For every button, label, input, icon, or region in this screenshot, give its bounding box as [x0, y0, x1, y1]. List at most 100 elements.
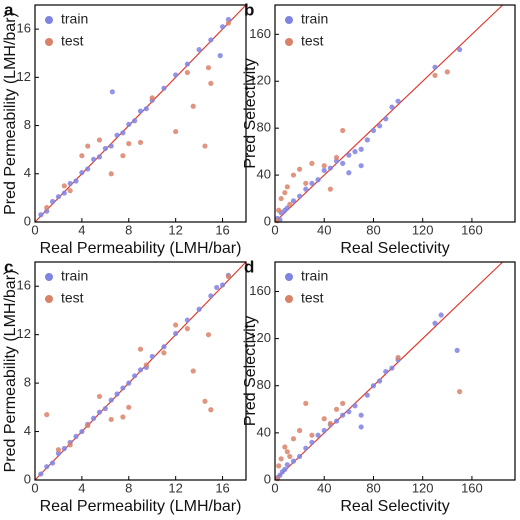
x-tick-label: 40: [317, 480, 331, 495]
point: [340, 412, 346, 418]
point: [297, 427, 303, 434]
point: [61, 190, 67, 196]
point: [114, 391, 120, 397]
x-tick-label: 0: [271, 222, 278, 237]
point: [444, 69, 450, 75]
point: [91, 415, 97, 421]
point: [377, 378, 383, 384]
point: [96, 409, 103, 415]
point: [303, 186, 309, 192]
panel: 0 4 8 12 16 0 4 8 12 16 train test Real Permeability…: [2, 0, 247, 257]
point: [108, 143, 114, 149]
plot-frame: [34, 261, 247, 481]
point: [383, 368, 389, 375]
point: [79, 153, 85, 159]
legend-label: test: [301, 290, 324, 306]
point: [432, 320, 438, 326]
point: [61, 445, 67, 452]
point: [290, 198, 297, 204]
x-tick-label: 16: [215, 480, 229, 495]
x-tick-label: 12: [168, 222, 182, 237]
point: [333, 406, 340, 412]
point: [114, 132, 120, 138]
panel-label: c: [4, 257, 13, 276]
y-tick-label: 80: [257, 377, 271, 392]
point: [309, 160, 315, 166]
point: [137, 108, 144, 114]
point: [219, 282, 226, 288]
point: [149, 95, 155, 101]
point: [377, 123, 383, 129]
point: [108, 171, 114, 177]
point: [457, 389, 463, 395]
point: [126, 141, 132, 147]
point: [120, 385, 126, 391]
point: [276, 463, 282, 469]
point: [432, 72, 438, 78]
point: [219, 24, 226, 30]
x-axis-label: Real Selectivity: [340, 240, 449, 257]
point: [225, 273, 232, 280]
point: [202, 398, 208, 404]
point: [321, 167, 327, 173]
point: [370, 127, 377, 134]
point: [137, 139, 144, 146]
x-tick-label: 0: [31, 222, 38, 237]
point: [282, 190, 288, 196]
point: [79, 428, 85, 435]
legend-marker: [45, 295, 53, 303]
point: [364, 137, 370, 143]
x-tick-label: 4: [78, 480, 85, 495]
point: [44, 412, 50, 418]
panel: 0 4 8 12 16 0 4 8 12 16 train test Real Permeability…: [2, 257, 247, 515]
point: [55, 450, 62, 456]
y-tick-label: 120: [249, 330, 271, 345]
point: [274, 476, 281, 482]
point: [352, 149, 358, 155]
point: [137, 367, 144, 373]
x-tick-label: 160: [461, 480, 483, 495]
legend-label: train: [61, 268, 88, 284]
point: [91, 156, 97, 162]
point: [340, 400, 346, 407]
point: [309, 432, 315, 438]
y-tick-label: 12: [17, 69, 31, 84]
legend-label: test: [61, 290, 84, 306]
point: [108, 416, 114, 423]
point: [143, 106, 149, 112]
y-tick-label: 0: [264, 213, 271, 228]
point: [67, 188, 73, 194]
y-axis-label: Pred Selectivity: [242, 58, 259, 168]
point: [73, 178, 79, 184]
point: [85, 166, 91, 172]
x-tick-label: 16: [215, 222, 229, 237]
legend-marker: [45, 38, 53, 46]
point: [321, 416, 327, 422]
legend-marker: [45, 16, 53, 24]
y-tick-label: 8: [24, 117, 31, 132]
x-tick-label: 0: [31, 480, 38, 495]
point: [290, 172, 297, 178]
point: [278, 195, 284, 202]
x-axis-label: Real Permeability (LMH/bar): [40, 240, 242, 257]
panel: 0 40 80 120 160 0 40 80 120 160 train test Real Sele…: [242, 0, 516, 257]
point: [383, 116, 389, 122]
y-tick-label: 0: [24, 213, 31, 228]
point: [315, 432, 321, 438]
point: [67, 442, 73, 448]
y-axis-label: Pred Selectivity: [242, 316, 259, 426]
point: [389, 365, 395, 371]
point: [358, 412, 364, 418]
panel-label: b: [244, 0, 254, 19]
point: [297, 453, 303, 460]
x-tick-label: 80: [366, 480, 380, 495]
legend-label: test: [61, 33, 84, 49]
point: [395, 98, 401, 104]
legend-label: train: [301, 268, 328, 284]
x-tick-label: 120: [412, 480, 434, 495]
point: [358, 424, 364, 430]
y-tick-label: 12: [17, 326, 31, 341]
point: [44, 204, 50, 211]
y-tick-label: 80: [257, 120, 271, 135]
